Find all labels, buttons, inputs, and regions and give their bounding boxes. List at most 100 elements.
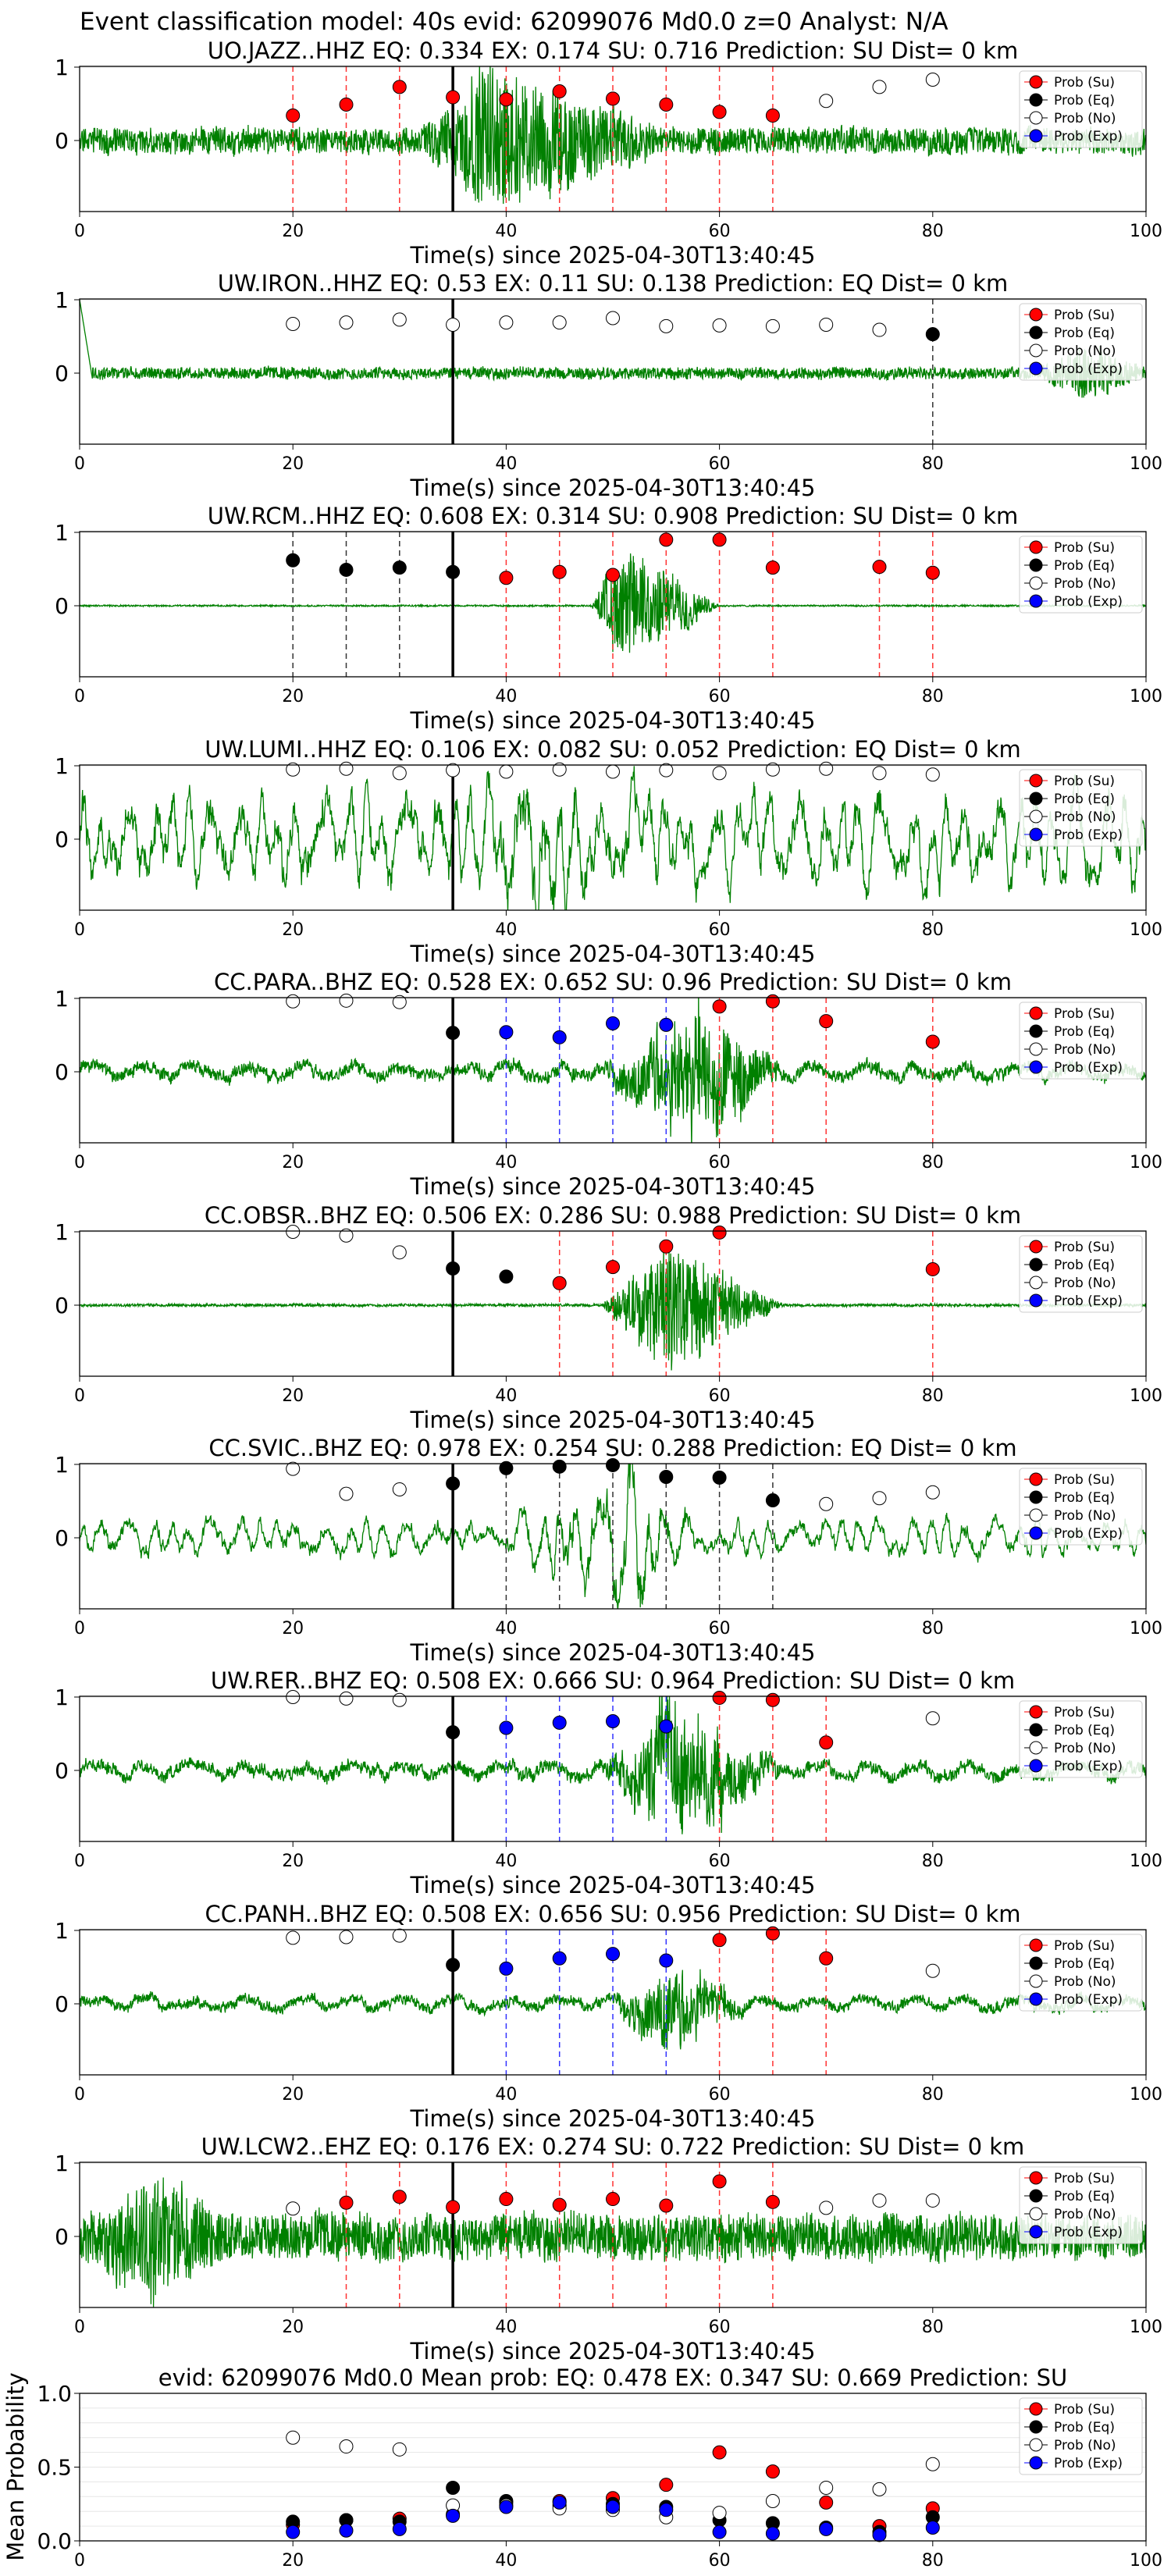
mean-probability-panel: evid: 62099076 Md0.0 Mean prob: EQ: 0.47… [2, 2364, 1162, 2571]
y-tick-label: 1 [55, 520, 69, 546]
x-tick-label: 80 [922, 1619, 944, 1638]
prob-point-su [499, 2192, 514, 2207]
prob-point-no [392, 766, 407, 781]
legend-marker-eq [1029, 1723, 1043, 1737]
x-tick-label: 100 [1130, 1852, 1162, 1871]
x-tick-label: 80 [922, 687, 944, 706]
legend-label: Prob (Exp) [1054, 1759, 1123, 1774]
y-tick-label: 1 [55, 2151, 69, 2176]
y-tick-label: 0 [55, 1525, 69, 1551]
legend-label: Prob (No) [1054, 576, 1116, 592]
legend-marker-exp [1029, 361, 1043, 375]
legend-marker-no [1029, 1508, 1043, 1522]
y-tick-label: 0 [55, 1758, 69, 1784]
legend-label: Prob (No) [1054, 1276, 1116, 1291]
x-tick-label: 100 [1130, 222, 1162, 241]
legend-box [1019, 1235, 1143, 1313]
legend-marker-no [1029, 1741, 1043, 1755]
x-tick-label: 20 [282, 454, 304, 474]
prob-point-no [819, 317, 834, 332]
x-tick-label: 100 [1130, 1619, 1162, 1638]
mean-point-exp [552, 2495, 567, 2510]
x-tick-label: 20 [282, 1153, 304, 1172]
x-axis-label: Time(s) since 2025-04-30T13:40:45 [410, 941, 816, 967]
legend-marker-no [1029, 1276, 1043, 1290]
x-tick-label: 100 [1130, 2318, 1162, 2337]
legend-marker-eq [1029, 2420, 1043, 2434]
prob-point-no [819, 2201, 834, 2215]
legend-marker-exp [1029, 1293, 1043, 1308]
legend-marker-exp [1029, 1759, 1043, 1773]
legend-marker-no [1029, 809, 1043, 824]
axes-frame [79, 997, 1147, 1144]
prob-point-su [712, 532, 727, 547]
prob-point-exp [659, 1719, 674, 1734]
prob-point-no [339, 761, 354, 776]
y-tick-label: 0 [55, 128, 69, 154]
prob-point-exp [552, 1715, 567, 1730]
legend-label: Prob (Eq) [1054, 93, 1115, 109]
prob-point-no [286, 1930, 301, 1945]
legend-marker-no [1029, 2207, 1043, 2221]
legend-label: Prob (Su) [1054, 774, 1115, 789]
x-tick-label: 100 [1130, 2551, 1162, 2571]
y-tick-label: 1 [55, 287, 69, 313]
legend-label: Prob (Eq) [1054, 1956, 1115, 1972]
x-tick-label: 80 [922, 222, 944, 241]
axes-frame [79, 1463, 1147, 1610]
legend-marker-exp [1029, 1526, 1043, 1540]
prob-point-su [446, 2200, 461, 2215]
prob-point-eq [446, 1026, 461, 1041]
prob-point-no [339, 315, 354, 330]
prob-point-no [499, 764, 514, 779]
prob-point-su [552, 2197, 567, 2212]
y-tick-label: 1 [55, 1685, 69, 1710]
legend-marker-exp [1029, 129, 1043, 143]
prob-point-su [765, 560, 780, 575]
prob-point-no [552, 762, 567, 777]
prob-point-su [499, 92, 514, 107]
prob-point-no [819, 94, 834, 109]
mean-point-exp [925, 2520, 940, 2535]
prob-point-no [286, 994, 301, 1009]
mean-point-exp [499, 2500, 514, 2514]
x-tick-label: 60 [709, 1852, 731, 1871]
legend-label: Prob (Exp) [1054, 361, 1123, 377]
legend-box [1019, 769, 1143, 847]
panel-title: CC.PANH..BHZ EQ: 0.508 EX: 0.656 SU: 0.9… [205, 1901, 1020, 1927]
x-tick-label: 100 [1130, 2085, 1162, 2105]
legend-box [1019, 303, 1143, 381]
prob-point-no [286, 2201, 301, 2216]
prob-point-eq [499, 1461, 514, 1475]
prob-point-no [819, 761, 834, 776]
legend-marker-eq [1029, 2189, 1043, 2203]
legend-marker-su [1029, 308, 1043, 322]
x-axis-label: Time(s) since 2025-04-30T13:40:45 [410, 2105, 816, 2132]
mean-point-exp [819, 2521, 834, 2536]
prob-point-su [659, 97, 674, 112]
legend-marker-su [1029, 1938, 1043, 1952]
prob-point-su [392, 80, 407, 94]
legend-marker-su [1029, 774, 1043, 788]
mean-point-no [925, 2457, 940, 2471]
x-tick-label: 80 [922, 2085, 944, 2105]
x-axis-label: Time(s) since 2025-04-30T13:40:45 [410, 242, 816, 269]
prob-point-no [659, 763, 674, 777]
prob-point-eq [286, 553, 301, 568]
prob-point-su [712, 1225, 727, 1240]
prob-point-exp [659, 1017, 674, 1032]
x-tick-label: 20 [282, 1386, 304, 1406]
y-tick-label: 1 [55, 986, 69, 1012]
x-tick-label: 80 [922, 2551, 944, 2571]
x-axis-label: Time(s) since 2025-04-30T13:40:45 [410, 1173, 816, 1200]
panel-title: evid: 62099076 Md0.0 Mean prob: EQ: 0.47… [158, 2364, 1067, 2391]
axes-frame [79, 764, 1147, 911]
legend-marker-exp [1029, 594, 1043, 608]
legend-label: Prob (Su) [1054, 540, 1115, 556]
mean-point-su [659, 2478, 674, 2492]
prob-point-no [872, 766, 887, 781]
legend-box [1019, 2166, 1143, 2244]
x-axis-label: Time(s) since 2025-04-30T13:40:45 [410, 2338, 816, 2364]
prob-point-su [606, 2192, 620, 2207]
legend-label: Prob (Exp) [1054, 1526, 1123, 1542]
